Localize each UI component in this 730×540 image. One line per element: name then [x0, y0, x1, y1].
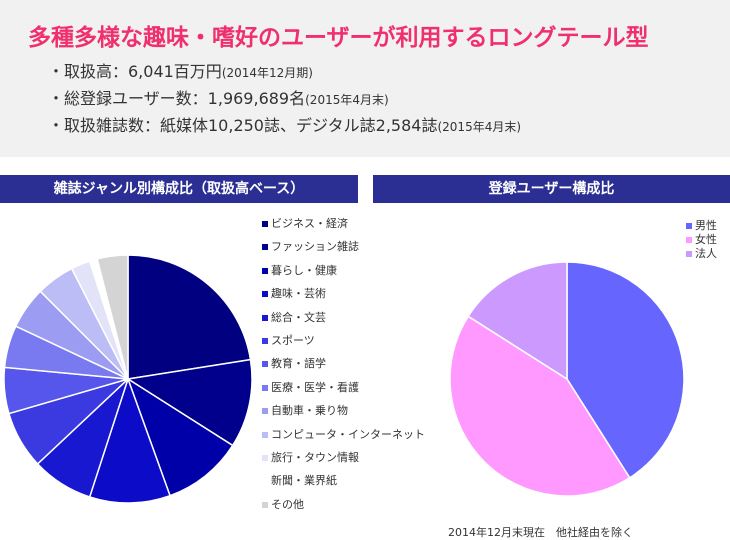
- summary-text: ・取扱高：6,041百万円: [48, 62, 222, 81]
- user-legend-label: 女性: [695, 233, 717, 246]
- user-slice-3: [467, 261, 568, 381]
- summary-note: (2015年4月末): [437, 120, 522, 134]
- genre-legend-item: 新聞・業界紙: [262, 469, 425, 492]
- genre-legend-swatch: [262, 408, 268, 415]
- genre-legend-item: 教育・語学: [262, 352, 425, 375]
- user-slice-2: [449, 315, 631, 497]
- summary-text: ・総登録ユーザー数：1,969,689名: [48, 89, 306, 108]
- user-legend-swatch: [686, 251, 692, 257]
- genre-legend-label: ビジネス・経済: [271, 217, 348, 230]
- user-legend-label: 男性: [695, 219, 717, 232]
- genre-legend-item: 暮らし・健康: [262, 259, 425, 282]
- genre-legend-swatch: [262, 478, 268, 485]
- genre-legend-label: 趣味・芸術: [271, 287, 326, 301]
- genre-legend-item: 趣味・芸術: [262, 282, 425, 305]
- summary-list: ・取扱高：6,041百万円(2014年12月期) ・総登録ユーザー数：1,969…: [48, 58, 521, 139]
- genre-legend-label: その他: [271, 497, 304, 511]
- genre-legend-item: スポーツ: [262, 329, 425, 352]
- genre-legend-swatch: [262, 501, 268, 508]
- genre-slice-2: [125, 358, 253, 447]
- genre-legend-swatch: [262, 454, 268, 461]
- user-legend-item: 女性: [686, 233, 717, 247]
- genre-slice-1: [127, 254, 252, 380]
- genre-legend-swatch: [262, 431, 268, 438]
- summary-item-users: ・総登録ユーザー数：1,969,689名(2015年4月末): [48, 85, 521, 112]
- genre-legend-swatch: [262, 361, 268, 368]
- genre-legend-label: 暮らし・健康: [271, 263, 337, 277]
- genre-legend-label: スポーツ: [271, 333, 315, 347]
- user-legend-label: 法人: [695, 247, 717, 260]
- genre-legend-label: 自動車・乗り物: [271, 404, 348, 418]
- genre-legend-label: 新聞・業界紙: [271, 474, 337, 488]
- user-chart-title: 登録ユーザー構成比: [373, 175, 730, 203]
- user-legend-swatch: [686, 237, 692, 243]
- genre-legend-item: ファッション雑誌: [262, 235, 425, 258]
- summary-note: (2014年12月期): [221, 66, 313, 80]
- genre-legend-label: 総合・文芸: [271, 310, 326, 324]
- genre-legend-item: 自動車・乗り物: [262, 399, 425, 422]
- headline: 多種多様な趣味・嗜好のユーザーが利用するロングテール型: [28, 25, 649, 51]
- genre-legend-swatch: [262, 337, 268, 344]
- summary-item-sales: ・取扱高：6,041百万円(2014年12月期): [48, 58, 521, 85]
- summary-item-magazines: ・取扱雑誌数：紙媒体10,250誌、デジタル誌2,584誌(2015年4月末): [48, 112, 521, 139]
- genre-legend-label: ファッション雑誌: [271, 240, 359, 254]
- user-legend: 男性 女性 法人: [686, 219, 717, 261]
- genre-legend-item: 旅行・タウン情報: [262, 446, 425, 469]
- genre-legend-swatch: [262, 221, 268, 227]
- summary-text: ・取扱雑誌数：紙媒体10,250誌、デジタル誌2,584誌: [48, 116, 438, 135]
- genre-slice-4: [88, 376, 171, 504]
- genre-slice-3: [126, 377, 234, 497]
- genre-legend-item: コンピュータ・インターネット: [262, 423, 425, 446]
- genre-legend-label: 教育・語学: [271, 357, 326, 371]
- genre-chart-title: 雑誌ジャンル別構成比（取扱高ベース）: [0, 175, 358, 203]
- user-legend-item: 法人: [686, 247, 717, 261]
- user-legend-swatch: [686, 223, 692, 229]
- genre-legend-label: コンピュータ・インターネット: [271, 427, 425, 441]
- genre-legend-item: 医療・医学・看護: [262, 376, 425, 399]
- genre-legend-label: 旅行・タウン情報: [271, 450, 359, 464]
- genre-legend-swatch: [262, 291, 268, 298]
- header-panel: 多種多様な趣味・嗜好のユーザーが利用するロングテール型 ・取扱高：6,041百万…: [0, 0, 730, 157]
- genre-legend-item: その他: [262, 493, 425, 516]
- genre-legend-label: 医療・医学・看護: [271, 380, 359, 394]
- genre-legend-swatch: [262, 267, 268, 274]
- genre-slice-13: [96, 254, 129, 380]
- genre-legend-swatch: [262, 384, 268, 391]
- genre-legend-item: 総合・文芸: [262, 306, 425, 329]
- user-legend-item: 男性: [686, 219, 717, 233]
- user-chart-note: 2014年12月末現在 他社経由を除く: [448, 526, 633, 539]
- genre-legend: ビジネス・経済 ファッション雑誌 暮らし・健康 趣味・芸術総合・文芸スポーツ教育・語学…: [262, 212, 425, 516]
- genre-legend-swatch: [262, 244, 268, 251]
- summary-note: (2015年4月末): [305, 93, 389, 107]
- genre-legend-swatch: [262, 314, 268, 321]
- genre-legend-item: ビジネス・経済: [262, 212, 425, 235]
